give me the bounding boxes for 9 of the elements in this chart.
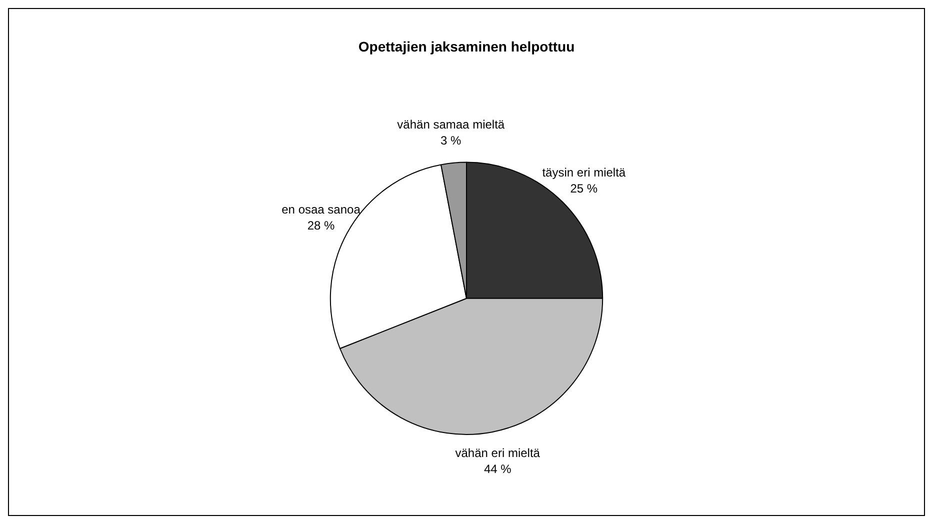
slice-label: vähän eri mieltä bbox=[455, 446, 540, 460]
data-label: 44 % bbox=[484, 462, 512, 476]
slice-label: täysin eri mieltä bbox=[542, 165, 626, 180]
data-label: 28 % bbox=[307, 218, 335, 233]
chart-title: Opettajien jaksaminen helpottuu bbox=[358, 38, 575, 54]
slice-label: vähän samaa mieltä bbox=[397, 117, 505, 132]
slice-label: en osaa sanoa bbox=[282, 202, 361, 217]
data-label: 3 % bbox=[440, 133, 462, 148]
data-label: 25 % bbox=[570, 181, 598, 196]
